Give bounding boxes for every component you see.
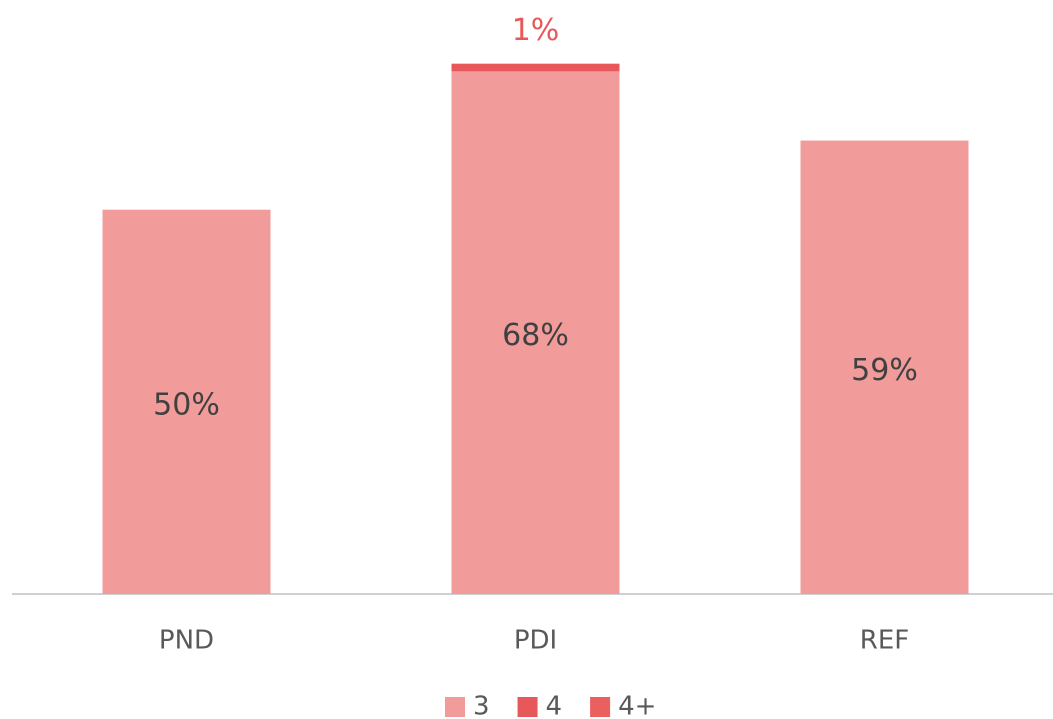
bar-segment [451,63,620,72]
x-tick-label: PND [159,626,214,656]
legend-swatch [445,697,465,717]
x-tick-label: PDI [514,626,557,656]
bar-segment [451,71,620,594]
data-label: 50% [153,387,220,422]
data-label: 68% [502,318,569,353]
x-tick-label: REF [860,626,909,656]
legend-label: 4 [546,692,563,719]
bar-segment [800,140,969,595]
legend-label: 3 [473,692,490,719]
legend-swatch [590,697,611,717]
bar-segment [102,209,271,594]
data-label: 1% [512,13,560,48]
legend-label: 4+ [618,692,656,719]
legend-swatch [517,697,538,717]
data-label: 59% [851,353,918,388]
